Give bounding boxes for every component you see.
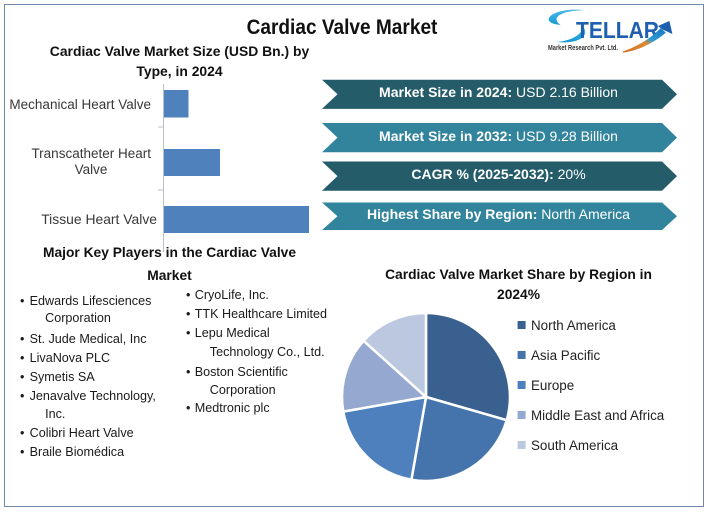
svg-text:Market Research Pvt. Ltd.: Market Research Pvt. Ltd. bbox=[548, 43, 618, 52]
svg-text:TELLAR: TELLAR bbox=[576, 17, 659, 43]
